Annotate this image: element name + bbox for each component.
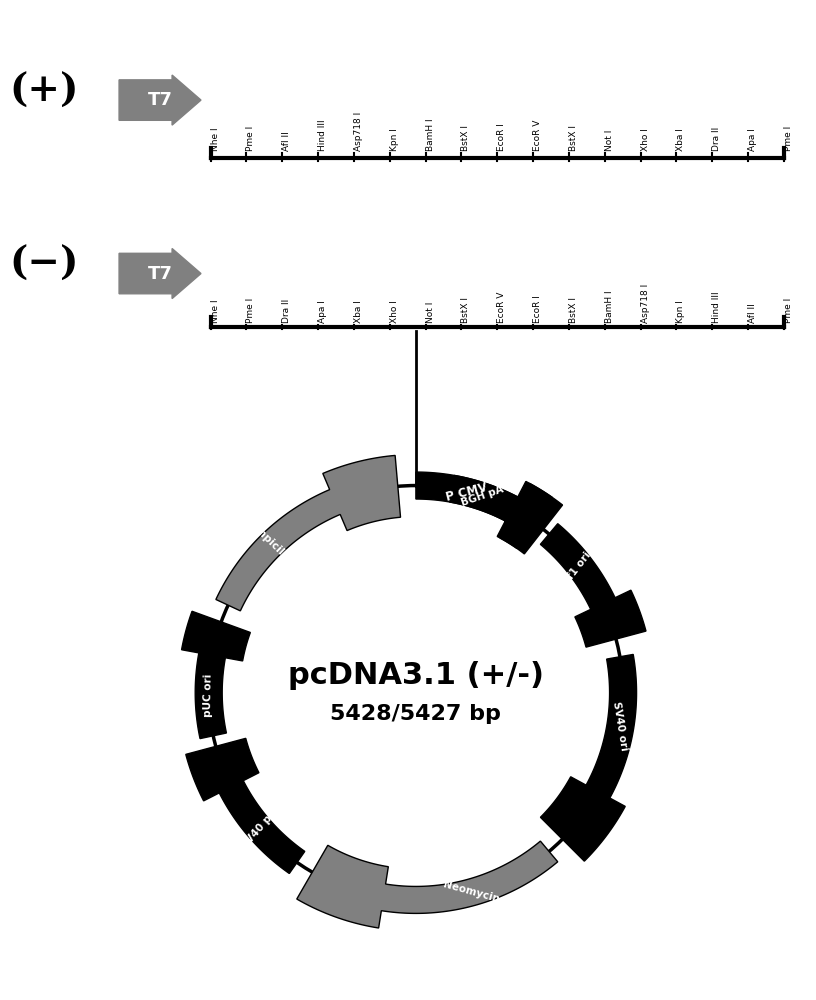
Text: BGH pA: BGH pA: [460, 485, 505, 508]
Text: Asp718 I: Asp718 I: [641, 283, 650, 323]
Text: Apa I: Apa I: [318, 300, 327, 323]
Text: EcoR I: EcoR I: [533, 295, 542, 323]
Text: 5428/5427 bp: 5428/5427 bp: [330, 704, 501, 724]
Text: Kpn I: Kpn I: [676, 300, 685, 323]
Text: pcDNA3.1 (+/-): pcDNA3.1 (+/-): [288, 661, 544, 690]
Text: Kpn I: Kpn I: [390, 128, 399, 151]
Text: Afl II: Afl II: [748, 303, 757, 323]
Text: P CMV: P CMV: [445, 480, 489, 503]
Text: BstX I: BstX I: [462, 297, 471, 323]
Text: f1 ori: f1 ori: [566, 550, 593, 581]
Polygon shape: [416, 472, 562, 554]
Text: Nhe I: Nhe I: [211, 128, 220, 151]
Polygon shape: [540, 654, 636, 861]
Text: Pme I: Pme I: [246, 126, 255, 151]
Text: Dra II: Dra II: [282, 298, 291, 323]
Text: EcoR I: EcoR I: [497, 123, 506, 151]
Text: SV40 pA: SV40 pA: [240, 807, 279, 851]
Text: Not I: Not I: [605, 130, 614, 151]
Polygon shape: [186, 738, 305, 873]
Text: Apa I: Apa I: [748, 128, 757, 151]
Text: (+): (+): [9, 71, 78, 109]
Text: BamH I: BamH I: [605, 290, 614, 323]
Text: Xho I: Xho I: [641, 128, 650, 151]
Text: Pme I: Pme I: [784, 297, 793, 323]
Text: Neomycin: Neomycin: [442, 880, 500, 905]
Text: T7: T7: [148, 265, 173, 283]
Polygon shape: [450, 475, 552, 548]
Text: Nhe I: Nhe I: [211, 299, 220, 323]
Text: T7: T7: [148, 91, 173, 109]
Text: Xho I: Xho I: [390, 300, 399, 323]
Text: Hind III: Hind III: [318, 120, 327, 151]
Text: BstX I: BstX I: [569, 297, 578, 323]
Text: EcoR V: EcoR V: [533, 120, 542, 151]
Text: EcoR V: EcoR V: [497, 291, 506, 323]
Text: Xba I: Xba I: [676, 128, 685, 151]
Text: Xba I: Xba I: [354, 300, 363, 323]
Polygon shape: [182, 611, 251, 739]
Text: Not I: Not I: [426, 301, 435, 323]
Text: Hind III: Hind III: [712, 291, 721, 323]
Text: Afl II: Afl II: [282, 131, 291, 151]
Text: BamH I: BamH I: [426, 119, 435, 151]
Text: Dra II: Dra II: [712, 127, 721, 151]
Text: Ampicillin: Ampicillin: [247, 520, 296, 567]
Polygon shape: [297, 841, 557, 928]
Polygon shape: [540, 524, 646, 647]
Text: BstX I: BstX I: [569, 125, 578, 151]
FancyArrow shape: [119, 248, 201, 299]
Text: SV40 ori: SV40 ori: [611, 701, 629, 751]
Text: BstX I: BstX I: [462, 125, 471, 151]
Polygon shape: [216, 455, 401, 611]
Text: pUC ori: pUC ori: [203, 674, 214, 717]
FancyArrow shape: [119, 75, 201, 125]
Text: Asp718 I: Asp718 I: [354, 112, 363, 151]
Text: (−): (−): [9, 245, 78, 283]
Text: Pme I: Pme I: [246, 297, 255, 323]
Text: Pme I: Pme I: [784, 126, 793, 151]
